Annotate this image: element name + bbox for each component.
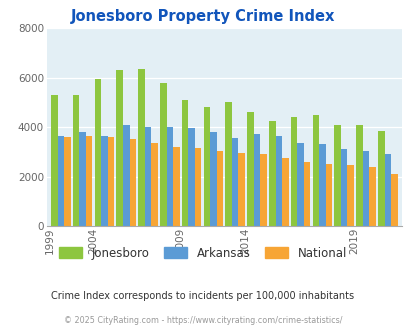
Bar bbox=[138, 69, 145, 226]
Bar bbox=[303, 162, 310, 226]
Text: Crime Index corresponds to incidents per 100,000 inhabitants: Crime Index corresponds to incidents per… bbox=[51, 291, 354, 301]
Bar bbox=[325, 164, 331, 226]
Bar bbox=[160, 82, 166, 226]
Bar bbox=[123, 124, 129, 226]
Bar bbox=[318, 145, 325, 226]
Bar bbox=[231, 138, 238, 226]
Bar bbox=[275, 136, 281, 226]
Bar bbox=[166, 127, 173, 226]
Bar bbox=[94, 79, 101, 226]
Bar bbox=[312, 115, 318, 226]
Bar bbox=[253, 135, 260, 226]
Bar bbox=[377, 131, 384, 226]
Bar bbox=[355, 124, 362, 226]
Bar bbox=[72, 95, 79, 226]
Bar bbox=[390, 174, 396, 226]
Bar bbox=[225, 102, 231, 226]
Bar bbox=[64, 137, 70, 226]
Legend: Jonesboro, Arkansas, National: Jonesboro, Arkansas, National bbox=[59, 247, 346, 260]
Bar bbox=[151, 143, 158, 226]
Bar bbox=[194, 148, 201, 226]
Bar bbox=[296, 143, 303, 226]
Bar bbox=[368, 167, 375, 226]
Bar bbox=[362, 150, 368, 226]
Text: © 2025 CityRating.com - https://www.cityrating.com/crime-statistics/: © 2025 CityRating.com - https://www.city… bbox=[64, 316, 341, 325]
Bar bbox=[101, 136, 107, 226]
Bar bbox=[145, 127, 151, 226]
Bar bbox=[188, 128, 194, 226]
Bar bbox=[79, 132, 86, 226]
Bar bbox=[116, 70, 123, 226]
Bar bbox=[173, 147, 179, 226]
Bar bbox=[51, 95, 58, 226]
Bar bbox=[238, 153, 244, 226]
Bar bbox=[347, 165, 353, 226]
Bar bbox=[86, 136, 92, 226]
Bar bbox=[290, 117, 296, 226]
Bar bbox=[340, 149, 347, 226]
Bar bbox=[247, 112, 253, 226]
Bar bbox=[129, 139, 136, 226]
Bar bbox=[260, 154, 266, 226]
Text: Jonesboro Property Crime Index: Jonesboro Property Crime Index bbox=[70, 9, 335, 24]
Bar bbox=[58, 136, 64, 226]
Bar bbox=[210, 132, 216, 226]
Bar bbox=[334, 124, 340, 226]
Bar bbox=[203, 107, 210, 226]
Bar bbox=[216, 150, 223, 226]
Bar bbox=[384, 154, 390, 226]
Bar bbox=[269, 121, 275, 226]
Bar bbox=[107, 137, 114, 226]
Bar bbox=[281, 158, 288, 226]
Bar bbox=[181, 100, 188, 226]
